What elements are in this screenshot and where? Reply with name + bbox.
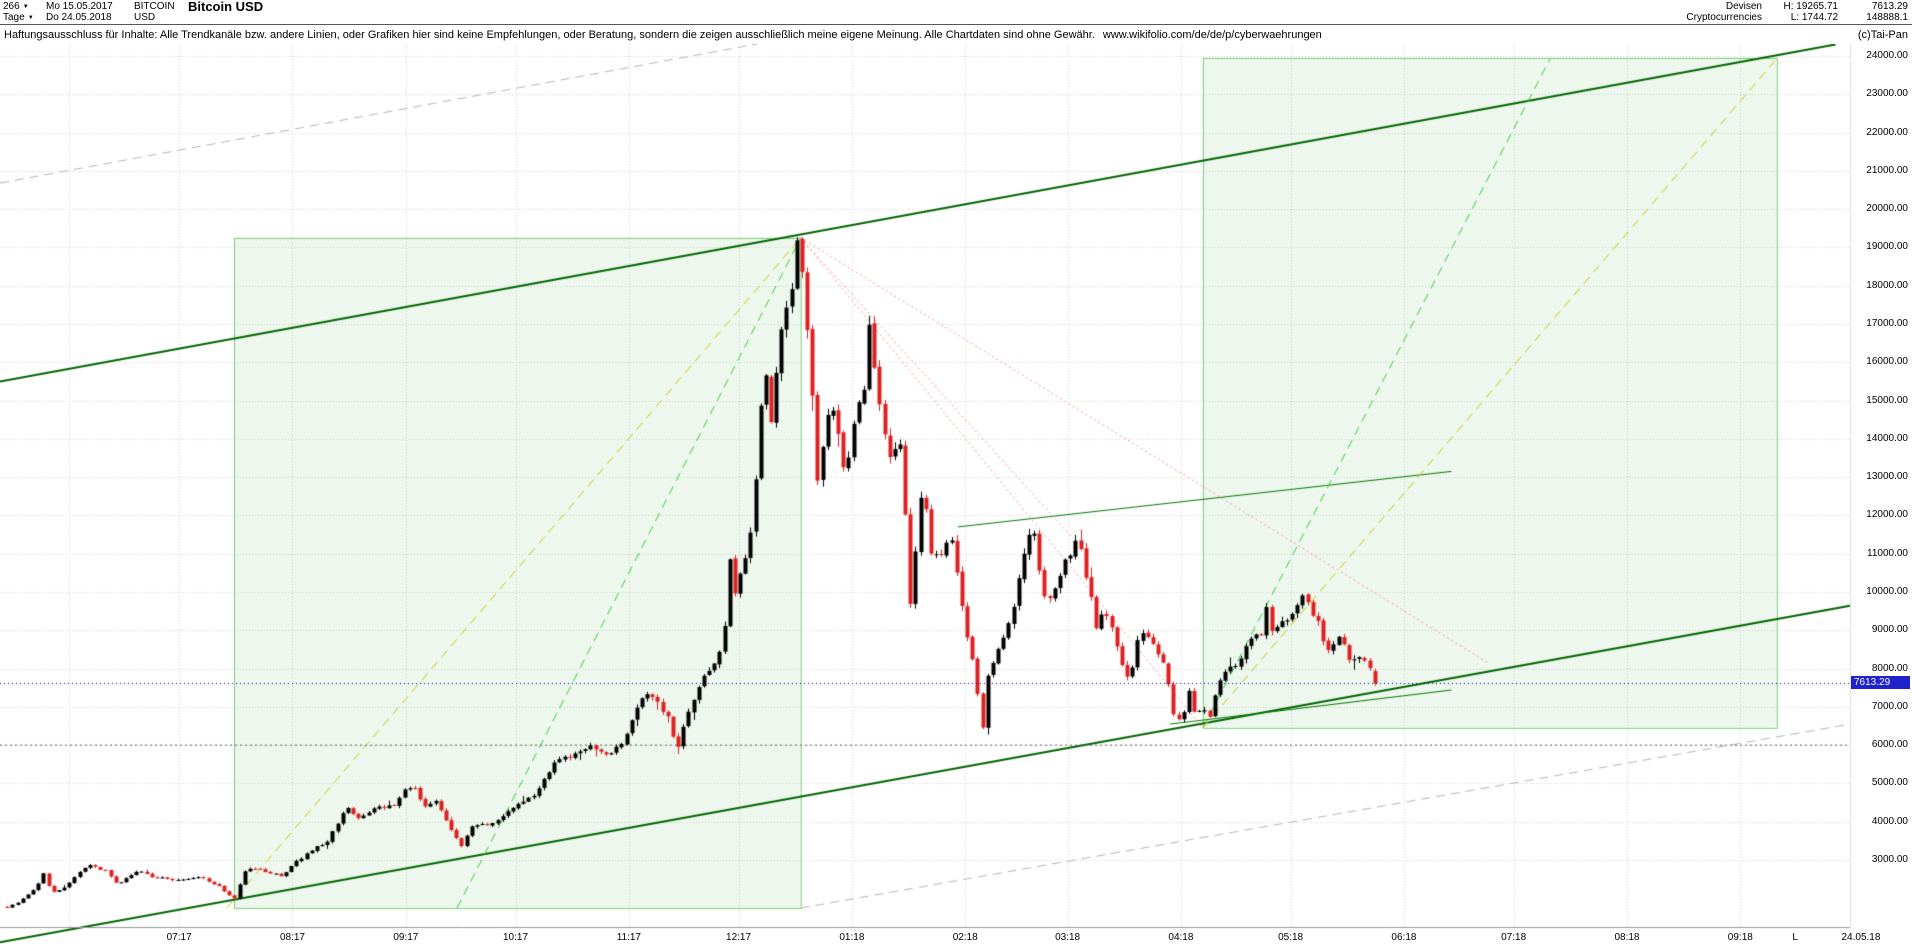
date-to: Do 24.05.2018 <box>46 12 112 23</box>
chevron-down-icon: ▼ <box>22 3 29 10</box>
y-tick-label: 16000.00 <box>1866 356 1908 368</box>
x-tick-label: 02:18 <box>952 932 978 943</box>
header-bar: 266 ▼ Tage ▼ Mo 15.05.2017 Do 24.05.2018… <box>0 0 1912 25</box>
last-price-value: 7613.29 <box>1871 1 1908 12</box>
y-tick-label: 18000.00 <box>1866 279 1908 291</box>
category-label: Devisen <box>1725 1 1762 12</box>
period-high-label: H: 19265.71 <box>1783 1 1839 12</box>
currency-label: USD <box>134 12 156 23</box>
timeframe-dropdown[interactable]: Tage ▼ <box>3 12 34 23</box>
x-tick-label: 05:18 <box>1278 932 1304 943</box>
x-tick-label: 24.05.18 <box>1841 932 1881 943</box>
y-tick-label: 5000.00 <box>1871 777 1908 789</box>
x-tick-label: 11:17 <box>616 932 641 943</box>
y-tick-label: 23000.00 <box>1866 88 1908 100</box>
x-tick-label: 09:18 <box>1727 932 1753 943</box>
y-tick-label: 10000.00 <box>1866 585 1908 597</box>
price-axis[interactable]: 24000.00 23000.00 22000.00 21000.00 20000.00… <box>1852 44 1912 927</box>
y-tick-label: 4000.00 <box>1871 815 1908 827</box>
disclaimer-text: Haftungsausschluss für Inhalte: Alle Tre… <box>4 28 1095 41</box>
x-tick-label: 04:18 <box>1168 932 1194 943</box>
y-tick-label: 19000.00 <box>1866 241 1908 253</box>
x-tick-label: 12:17 <box>726 932 752 943</box>
y-tick-label: 13000.00 <box>1866 471 1908 483</box>
y-tick-label: 15000.00 <box>1866 394 1908 406</box>
chart-canvas[interactable] <box>0 44 1912 952</box>
subcategory-label: Cryptocurrencies <box>1686 12 1762 23</box>
bars-count-dropdown[interactable]: 266 ▼ <box>3 1 34 12</box>
period-low-label: L: 1744.72 <box>1790 12 1838 23</box>
y-tick-label: 17000.00 <box>1866 317 1908 329</box>
date-from: Mo 15.05.2017 <box>46 1 113 12</box>
y-tick-label: 7000.00 <box>1871 700 1908 712</box>
y-tick-label: 9000.00 <box>1871 624 1908 636</box>
chevron-down-icon: ▼ <box>27 14 34 21</box>
x-tick-label: 10:17 <box>502 932 529 943</box>
disclaimer-bar: Haftungsausschluss für Inhalte: Alle Tre… <box>0 25 1912 44</box>
time-axis[interactable]: 07:17 08:17 09:17 10:17 11:17 12:17 01:18 02:18… <box>0 929 1912 951</box>
symbol-label: BITCOIN <box>134 1 175 12</box>
x-tick-label: 01:18 <box>839 932 865 943</box>
y-tick-label: 8000.00 <box>1871 662 1908 674</box>
x-tick-label: 07:17 <box>166 932 192 943</box>
y-tick-label: 24000.00 <box>1866 49 1908 61</box>
x-tick-label: 06:18 <box>1391 932 1417 943</box>
wikifolio-link[interactable]: www.wikifolio.com/de/de/p/cyberwaehrunge… <box>1102 28 1322 41</box>
y-tick-label: 20000.00 <box>1866 203 1908 215</box>
x-tick-label: 07:18 <box>1501 932 1527 943</box>
x-tick-label: 08:18 <box>1614 932 1640 943</box>
last-price-tag: 7613.29 <box>1851 676 1910 690</box>
y-tick-label: 14000.00 <box>1866 432 1908 444</box>
y-tick-label: 3000.00 <box>1871 853 1908 865</box>
chart-area[interactable]: 24000.00 23000.00 22000.00 21000.00 20000.00… <box>0 44 1912 952</box>
x-tick-label: 08:17 <box>279 932 305 943</box>
volume-value: 148888.1 <box>1866 12 1908 23</box>
x-tick-label: 09:17 <box>393 932 419 943</box>
y-tick-label: 6000.00 <box>1871 739 1908 751</box>
x-tick-label: 03:18 <box>1055 932 1081 943</box>
timeframe-value: Tage <box>3 12 25 23</box>
y-tick-label: 22000.00 <box>1866 126 1908 138</box>
copyright-label: (c)Tai-Pan <box>1857 28 1908 41</box>
y-tick-label: 11000.00 <box>1867 547 1908 559</box>
y-tick-label: 21000.00 <box>1866 164 1908 176</box>
chart-title: Bitcoin USD <box>188 0 264 14</box>
bars-count-value: 266 <box>3 1 20 12</box>
x-tick-label: L <box>1792 932 1798 943</box>
y-tick-label: 12000.00 <box>1866 509 1908 521</box>
